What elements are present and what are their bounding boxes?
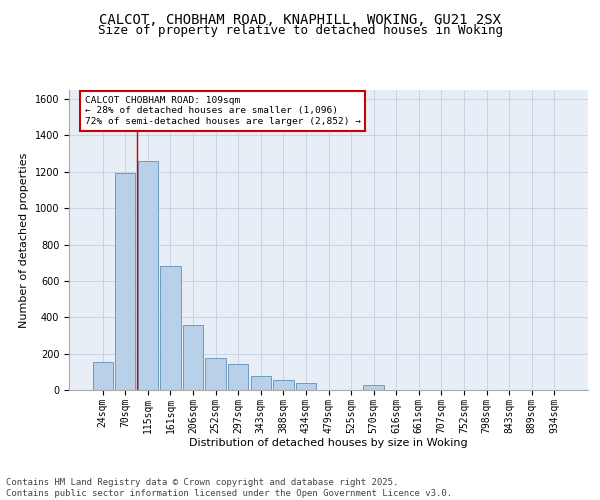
Bar [364,384,384,390]
Bar [138,161,158,390]
Bar [296,382,316,390]
Bar [115,172,136,390]
Y-axis label: Number of detached properties: Number of detached properties [19,152,29,328]
Text: Contains HM Land Registry data © Crown copyright and database right 2025.
Contai: Contains HM Land Registry data © Crown c… [6,478,452,498]
X-axis label: Distribution of detached houses by size in Woking: Distribution of detached houses by size … [189,438,468,448]
Bar [183,324,203,390]
Text: CALCOT, CHOBHAM ROAD, KNAPHILL, WOKING, GU21 2SX: CALCOT, CHOBHAM ROAD, KNAPHILL, WOKING, … [99,12,501,26]
Bar [228,364,248,390]
Text: Size of property relative to detached houses in Woking: Size of property relative to detached ho… [97,24,503,37]
Bar [92,362,113,390]
Bar [160,266,181,390]
Bar [273,380,293,390]
Bar [205,358,226,390]
Bar [251,376,271,390]
Text: CALCOT CHOBHAM ROAD: 109sqm
← 28% of detached houses are smaller (1,096)
72% of : CALCOT CHOBHAM ROAD: 109sqm ← 28% of det… [85,96,361,126]
